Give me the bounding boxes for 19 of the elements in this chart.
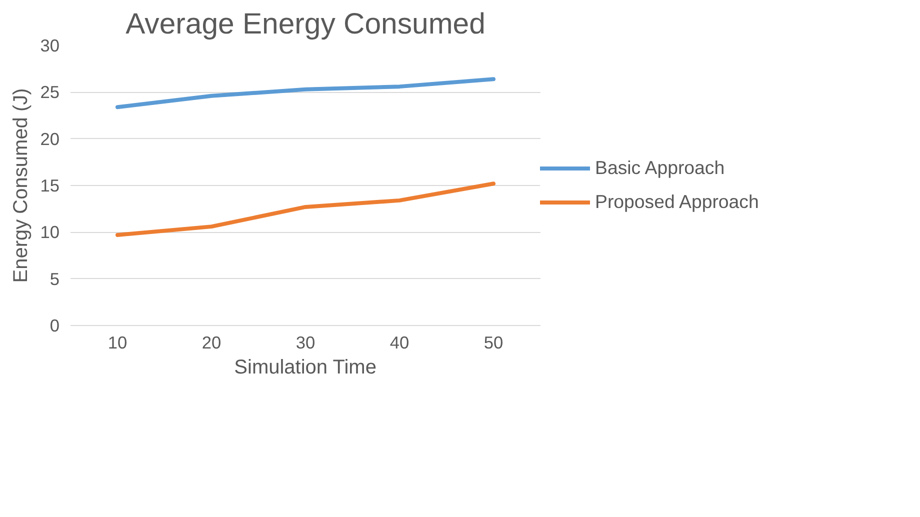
y-tick-label: 5 [50, 268, 60, 289]
y-tick-label: 0 [50, 316, 60, 336]
x-tick-label: 50 [484, 332, 504, 352]
y-tick-label: 15 [40, 176, 60, 196]
line-series [116, 77, 496, 110]
line-series [116, 182, 496, 237]
chart-title: Average Energy Consumed [126, 8, 486, 40]
legend-label: Basic Approach [595, 157, 725, 179]
x-tick-label: 10 [108, 332, 128, 352]
y-tick-label: 30 [40, 36, 60, 56]
y-tick-label: 20 [40, 128, 60, 149]
x-axis-title: Simulation Time [234, 356, 376, 378]
legend-label: Proposed Approach [595, 191, 759, 213]
y-tick-label: 10 [40, 222, 60, 242]
y-tick-label: 25 [40, 82, 60, 102]
y-axis-title: Energy Consumed (J) [10, 88, 32, 283]
x-tick-label: 30 [296, 332, 316, 352]
x-tick-label: 20 [202, 332, 222, 352]
x-tick-label: 40 [390, 332, 410, 352]
